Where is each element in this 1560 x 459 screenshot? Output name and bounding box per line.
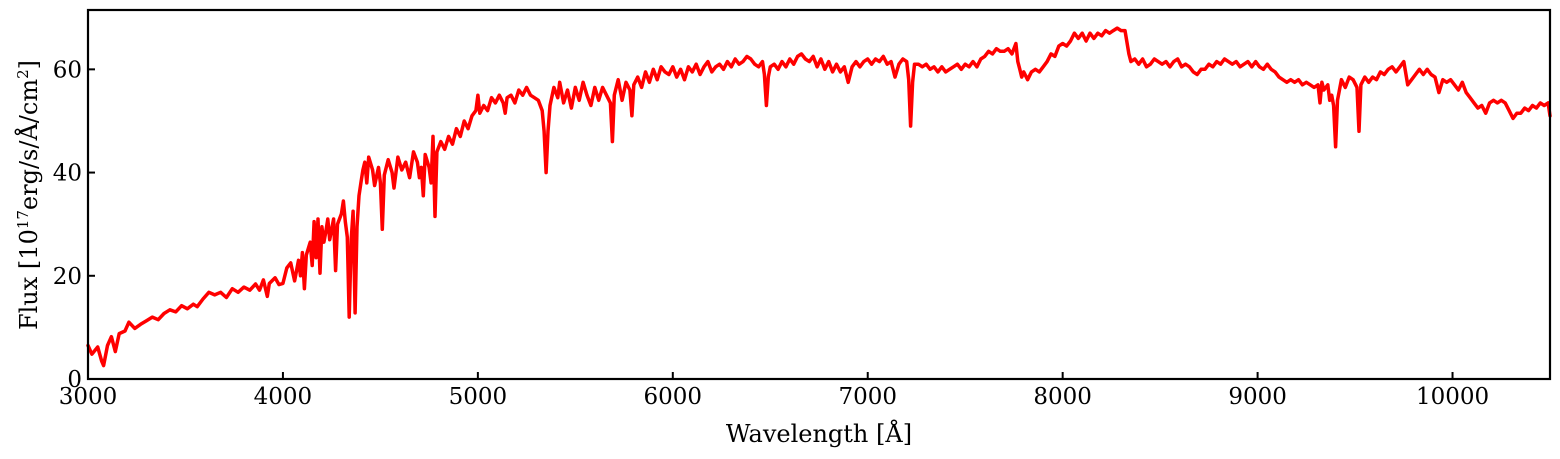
- y-label-exponent: 17: [14, 210, 32, 229]
- y-tick-label: 60: [53, 57, 82, 83]
- x-tick-label: 5000: [449, 384, 508, 410]
- plot-frame: [86, 8, 1552, 381]
- y-label-exponent2: 2: [14, 69, 32, 79]
- x-tick-label: 9000: [1228, 384, 1287, 410]
- y-axis-label: Flux [1017erg/s/Å/cm2]: [14, 60, 43, 330]
- y-tick-label: 0: [67, 367, 82, 393]
- y-tick-label: 20: [53, 264, 82, 290]
- ticks-layer: 3000 4000 5000 6000 7000 8000 9000 10000 0 20 40 60: [53, 57, 1489, 410]
- x-tick-label: 4000: [254, 384, 313, 410]
- y-tick-label: 40: [53, 161, 82, 187]
- y-label-middle: erg/s/Å/cm: [14, 79, 43, 210]
- x-tick-label: 8000: [1033, 384, 1092, 410]
- x-axis-label: Wavelength [Å]: [726, 419, 912, 448]
- x-tick-label: 3000: [59, 384, 118, 410]
- y-label-prefix: Flux [10: [15, 229, 43, 330]
- x-tick-label: 10000: [1416, 384, 1489, 410]
- y-label-suffix: ]: [15, 60, 43, 69]
- x-tick-label: 7000: [838, 384, 897, 410]
- x-tick-label: 6000: [644, 384, 703, 410]
- flux-line: [86, 26, 1552, 368]
